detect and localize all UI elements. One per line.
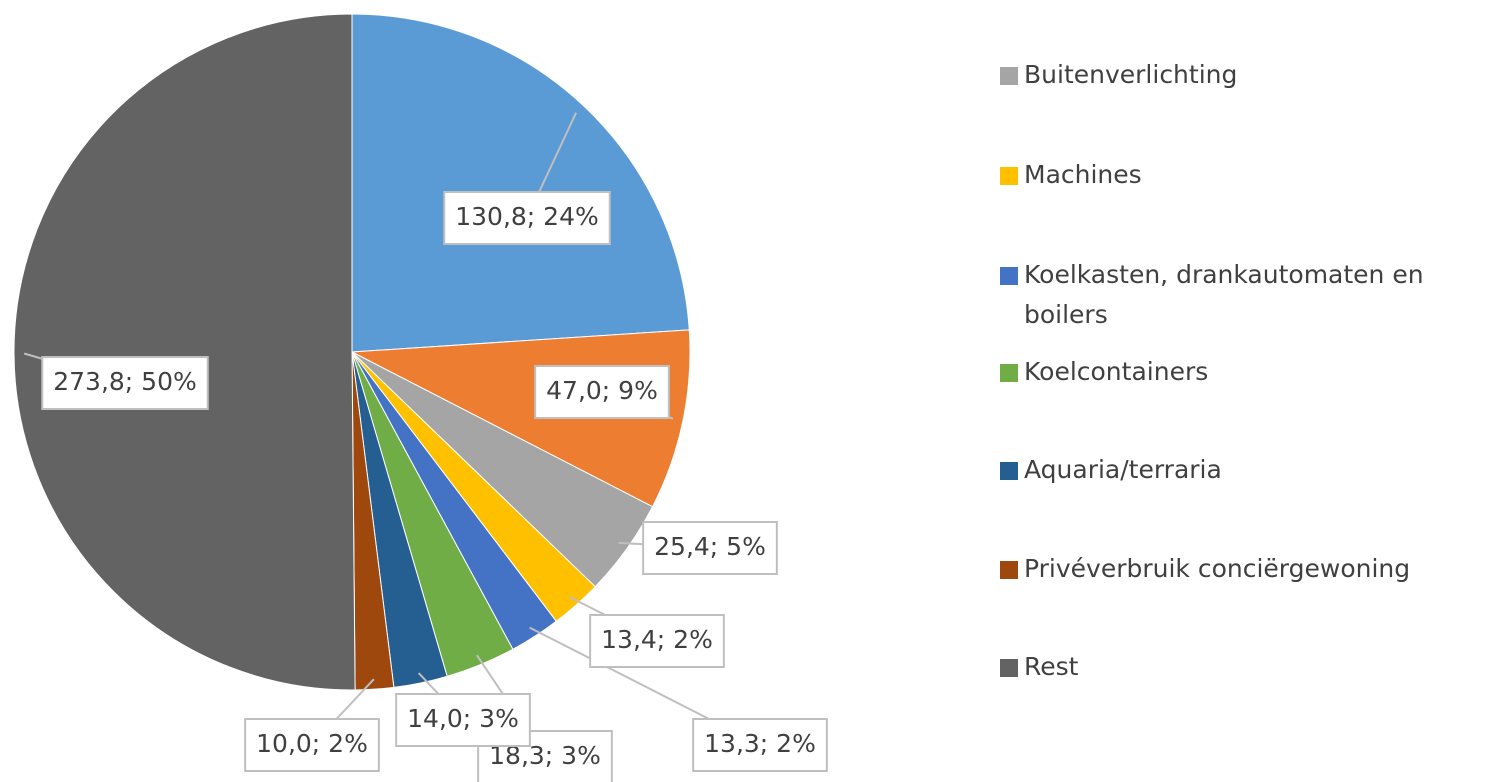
legend-swatch (1000, 364, 1018, 382)
pie-slice (351, 13, 690, 353)
label-box (692, 718, 828, 772)
label-box (642, 521, 778, 575)
data-label: 25,4; 5% (654, 532, 766, 561)
legend-label: Buitenverlichting (1024, 60, 1238, 89)
label-box (534, 365, 670, 419)
legend-label: Aquaria/terraria (1024, 455, 1222, 484)
data-label: 13,3; 2% (704, 729, 816, 758)
label-box (589, 614, 725, 668)
legend-swatch (1000, 267, 1018, 285)
legend-item: Privéverbruik conciërgewoning (1000, 549, 1490, 589)
legend-label: Koelkasten, drankautomaten en boilers (1024, 260, 1424, 329)
legend-swatch (1000, 561, 1018, 579)
legend-item: Buitenverlichting (1000, 55, 1490, 95)
data-label: 47,0; 9% (546, 376, 658, 405)
label-box (244, 718, 380, 772)
legend-item: Aquaria/terraria (1000, 450, 1490, 490)
data-label: 130,8; 24% (455, 202, 599, 231)
data-label: 14,0; 3% (407, 704, 519, 733)
legend-swatch (1000, 167, 1018, 185)
legend-item: Rest (1000, 647, 1490, 687)
pie-slice (13, 13, 356, 691)
legend-label: Machines (1024, 160, 1142, 189)
legend-item: Koelkasten, drankautomaten en boilers (1000, 255, 1490, 335)
legend-item: Koelcontainers (1000, 352, 1490, 392)
data-label: 273,8; 50% (53, 367, 197, 396)
legend-label: Rest (1024, 652, 1079, 681)
legend-swatch (1000, 462, 1018, 480)
label-box (443, 191, 611, 245)
label-box (395, 693, 531, 747)
label-box (41, 356, 209, 410)
data-label: 10,0; 2% (256, 729, 368, 758)
legend-swatch (1000, 67, 1018, 85)
legend-item: Machines (1000, 155, 1490, 195)
legend-label: Koelcontainers (1024, 357, 1209, 386)
data-label: 13,4; 2% (601, 625, 713, 654)
legend-label: Privéverbruik conciërgewoning (1024, 554, 1411, 583)
legend-swatch (1000, 659, 1018, 677)
